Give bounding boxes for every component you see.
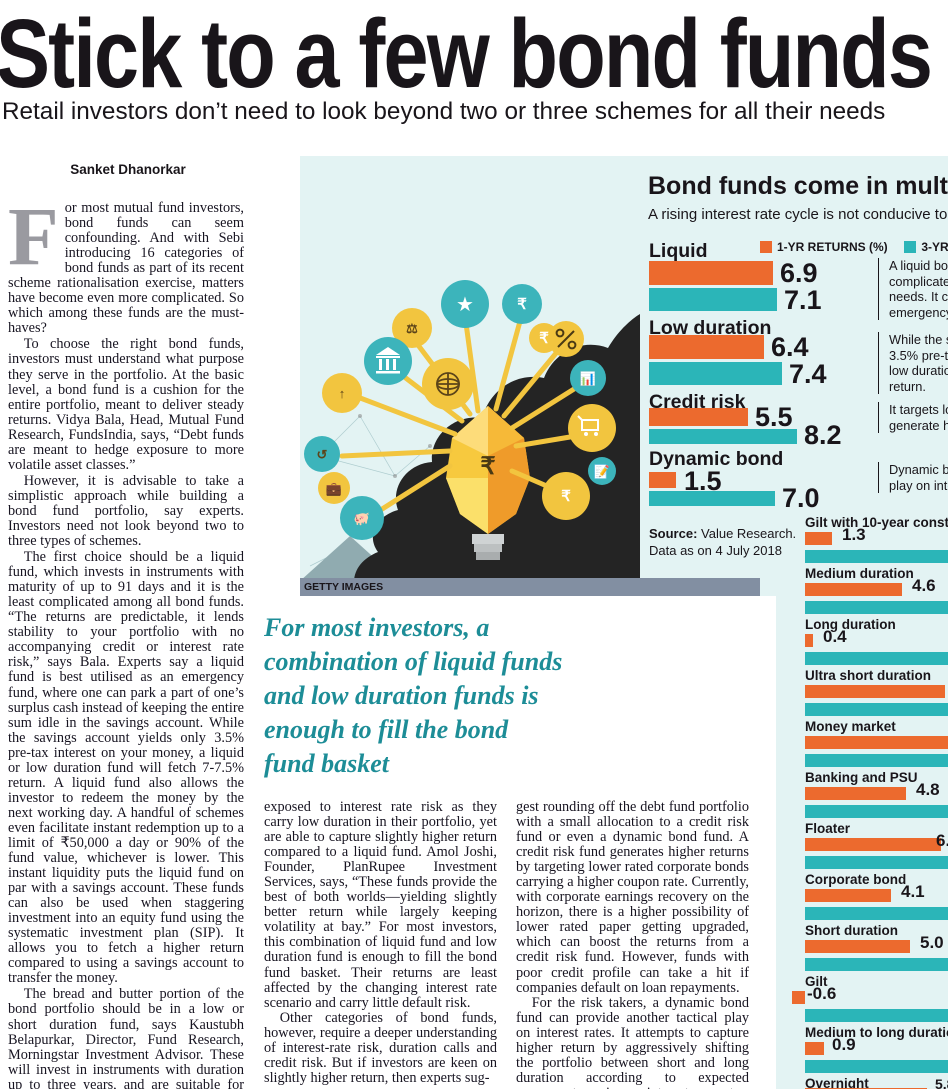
svg-text:₹: ₹ [517, 296, 527, 313]
svg-text:💼: 💼 [326, 481, 342, 496]
svg-text:★: ★ [456, 294, 474, 316]
svg-text:⚖: ⚖ [406, 321, 418, 336]
svg-text:↺: ↺ [317, 447, 328, 462]
svg-text:📊: 📊 [580, 371, 596, 386]
svg-text:₹: ₹ [561, 488, 571, 505]
svg-text:🐖: 🐖 [354, 511, 370, 526]
svg-text:₹: ₹ [480, 453, 495, 480]
svg-text:↑: ↑ [339, 386, 346, 401]
svg-text:₹: ₹ [539, 330, 549, 347]
svg-text:📝: 📝 [594, 464, 610, 479]
